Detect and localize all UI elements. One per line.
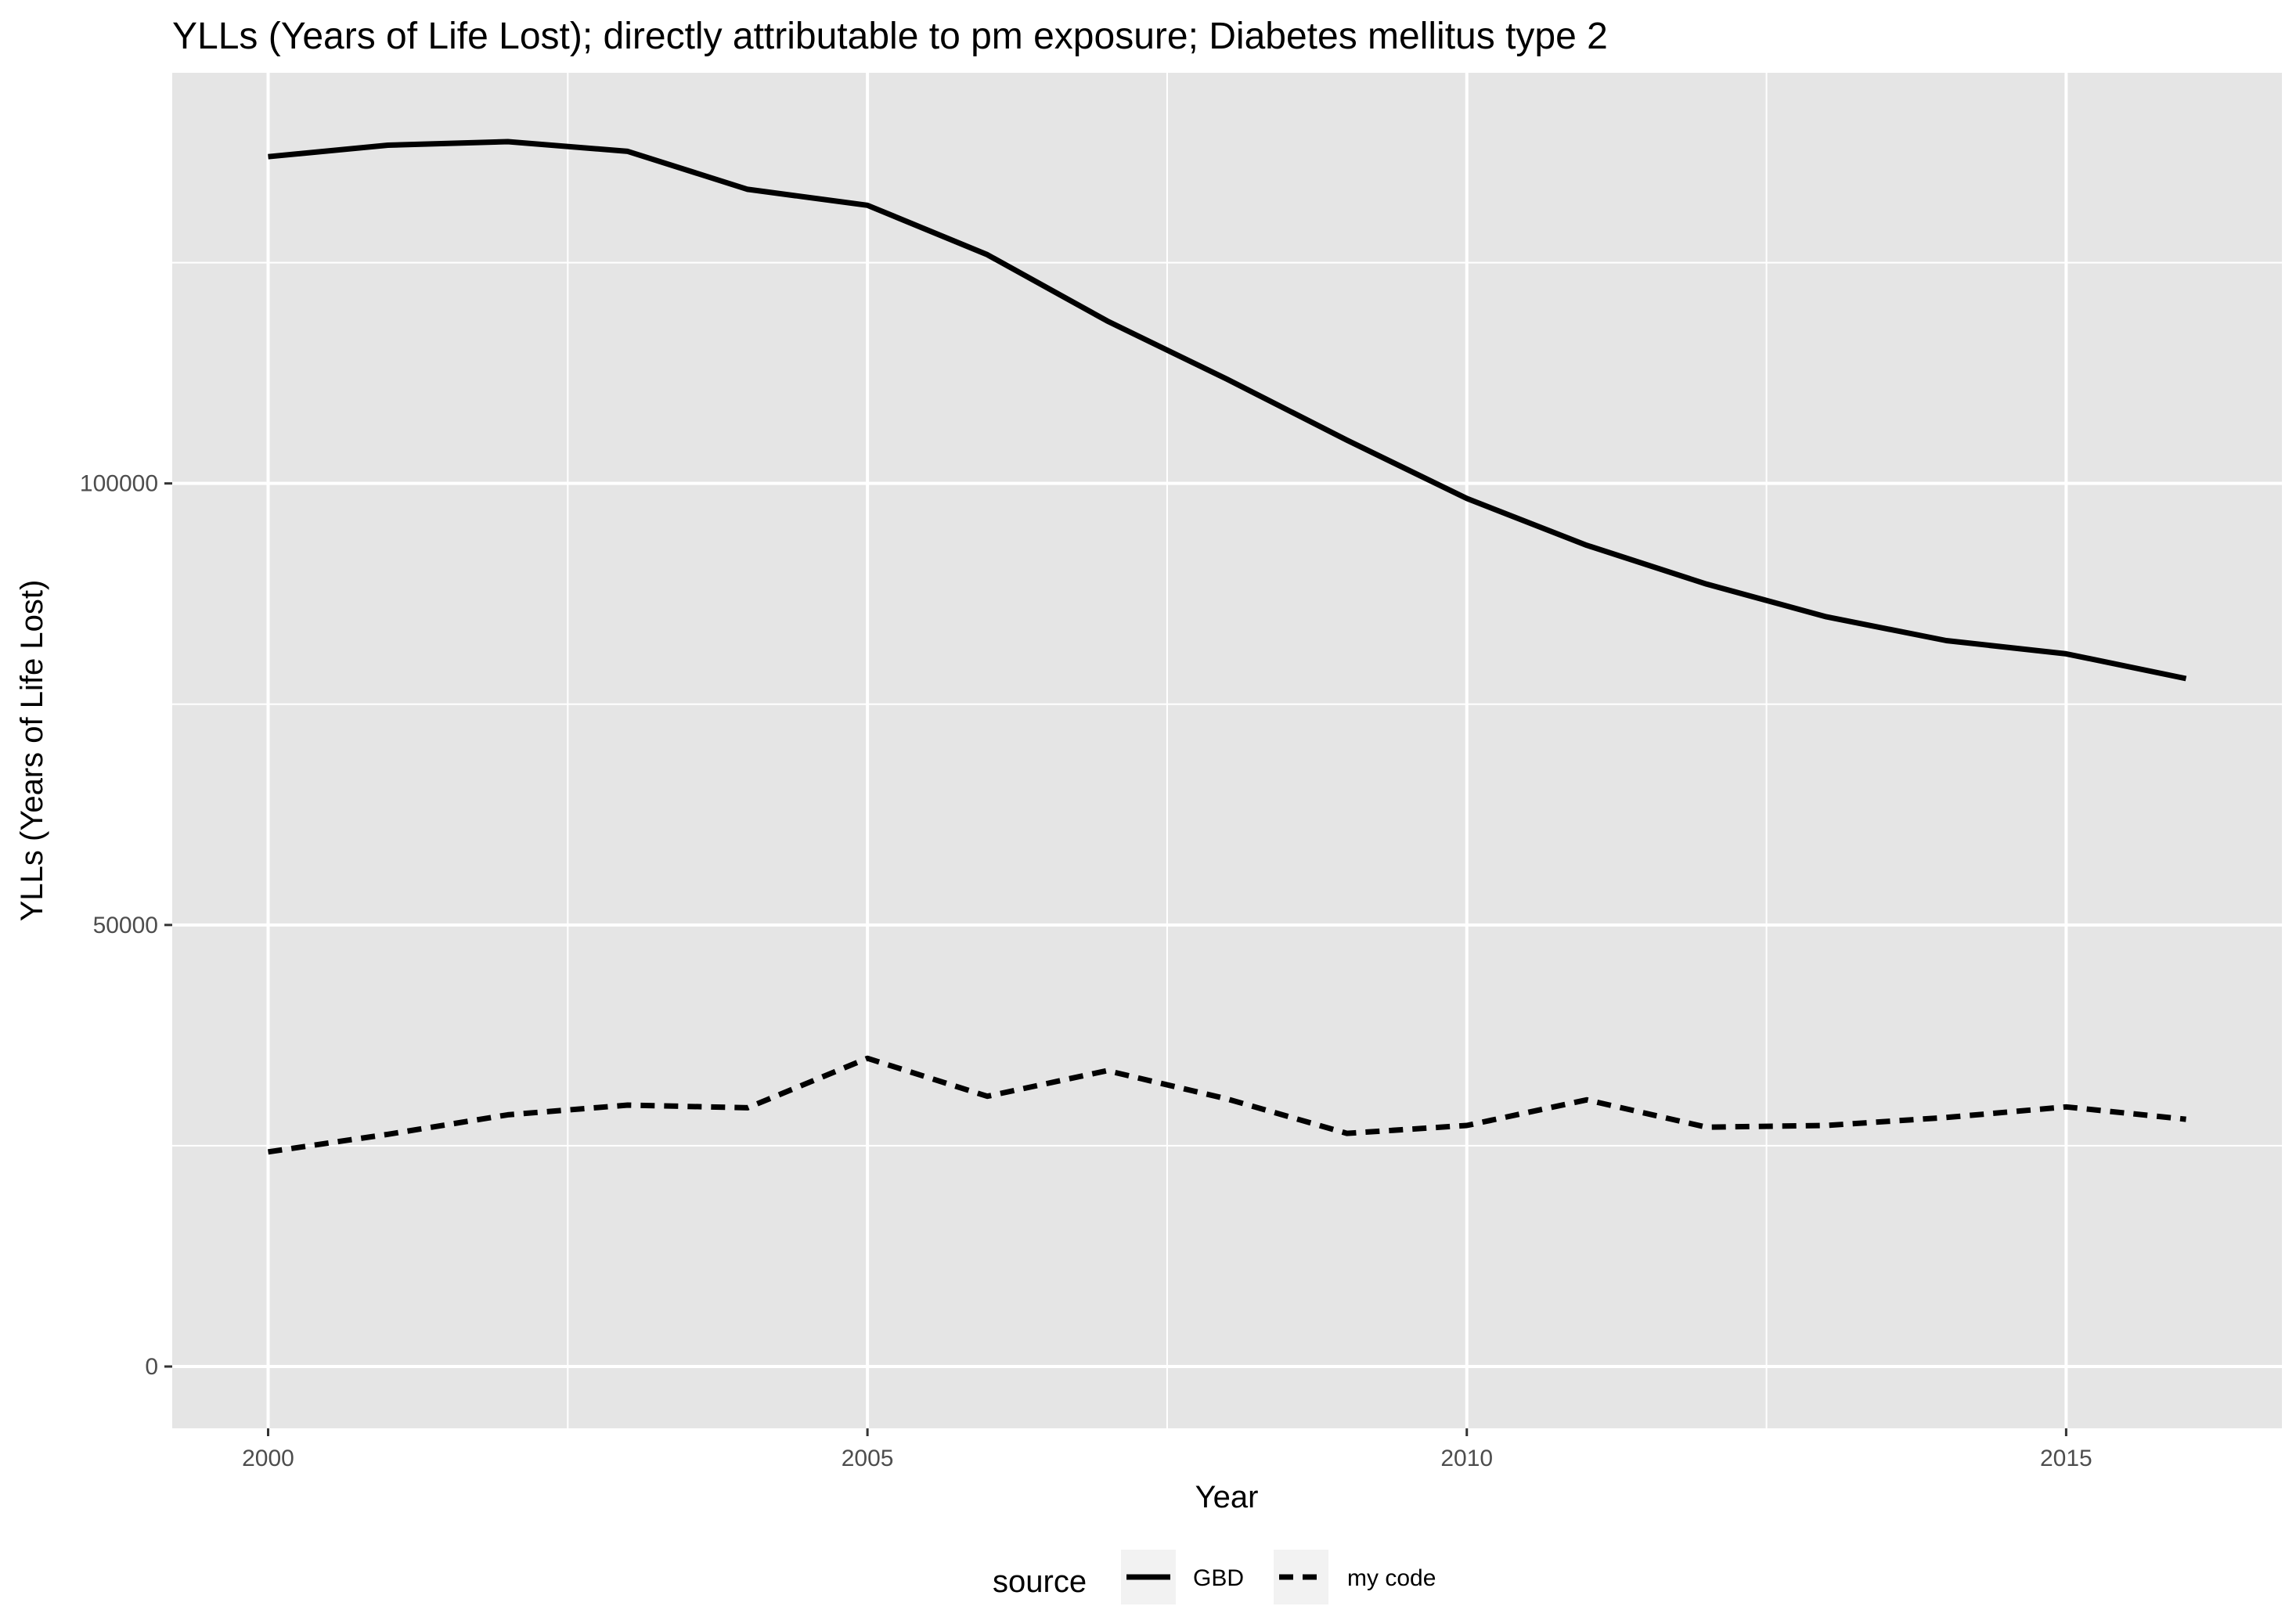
series-line-gbd [268, 139, 2187, 682]
x-tick-label: 2005 [842, 1446, 894, 1471]
y-tick-label: 50000 [93, 913, 158, 938]
y-tick-label: 100000 [80, 471, 158, 497]
legend: source GBD my code [993, 1550, 1436, 1604]
legend-label-my-code: my code [1347, 1565, 1436, 1591]
legend-label-gbd: GBD [1193, 1565, 1244, 1591]
series-line-my-code [267, 1055, 2186, 1155]
chart-title: YLLs (Years of Life Lost); directly attr… [172, 16, 1608, 57]
y-axis-title: YLLs (Years of Life Lost) [15, 580, 49, 922]
x-tick-label: 2015 [2040, 1446, 2092, 1471]
x-axis: 2000 2005 2010 2015 [242, 1428, 2092, 1471]
series-layer [267, 139, 2187, 1155]
x-axis-title: Year [1195, 1480, 1259, 1514]
legend-title: source [993, 1565, 1087, 1599]
minor-grid [172, 73, 2282, 1428]
y-tick-label: 0 [145, 1354, 158, 1380]
plot-panel [172, 73, 2282, 1428]
y-axis: 0 50000 100000 [80, 471, 172, 1380]
x-tick-label: 2010 [1440, 1446, 1493, 1471]
x-tick-label: 2000 [242, 1446, 294, 1471]
major-grid [172, 73, 2282, 1428]
